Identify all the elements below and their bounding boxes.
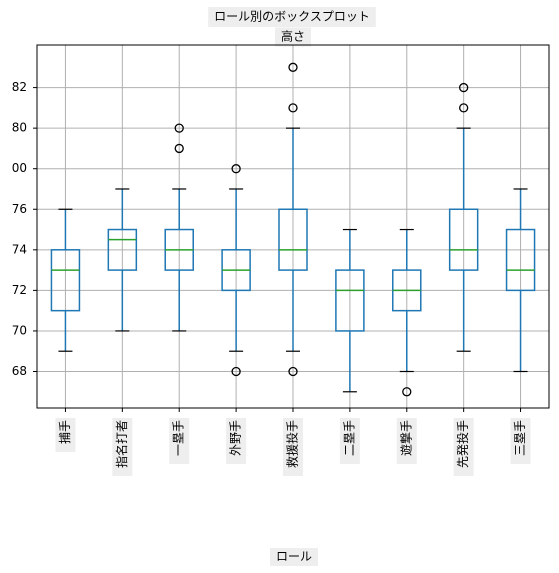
x-tick-label-bg (510, 418, 531, 465)
x-tick-label: 三塁手 (513, 420, 527, 456)
y-tick-label: 74 (12, 242, 27, 256)
flier (174, 143, 184, 154)
x-tick-label-bg (169, 418, 190, 465)
flier (174, 123, 184, 133)
chart-subtitle-bg (274, 27, 312, 47)
x-tick-label: 救援投手 (285, 420, 300, 468)
flier (459, 103, 469, 113)
x-tick-label: 先発投手 (455, 420, 470, 468)
box (335, 269, 365, 332)
y-tick-label: 82 (12, 80, 27, 94)
x-tick-label-bg (396, 418, 417, 465)
x-axis-label-bg (269, 548, 319, 566)
flier (231, 366, 241, 377)
x-tick-label: 一塁手 (172, 420, 186, 456)
x-tick-label: 指名打者 (114, 420, 129, 468)
x-axis-label: ロール (276, 550, 312, 564)
flier (288, 103, 298, 113)
x-tick-group: 二塁手 (339, 418, 360, 465)
x-tick-label-bg (339, 418, 360, 465)
x-tick-label-bg (226, 418, 247, 465)
y-tick-label: 72 (12, 283, 27, 297)
x-tick-label: 捕手 (57, 420, 72, 444)
chart-title: ロール別のボックスプロット (214, 10, 370, 24)
box (50, 249, 81, 312)
x-tick-group: 先発投手 (453, 418, 474, 477)
box (107, 228, 138, 271)
flier (288, 366, 298, 377)
y-tick-label: 68 (12, 364, 27, 378)
chart-subtitle: 高さ (281, 29, 305, 44)
x-tick-group: 三塁手 (510, 418, 531, 465)
x-tick-label: 外野手 (229, 420, 243, 456)
flier (288, 62, 298, 72)
x-tick-label-bg (453, 418, 474, 477)
x-tick-group: 指名打者 (112, 418, 133, 477)
x-tick-group: 捕手 (55, 418, 76, 453)
x-tick-label-bg (283, 418, 303, 477)
box (505, 228, 536, 292)
flier (231, 164, 241, 174)
flier (459, 82, 469, 93)
x-tick-label-bg (112, 418, 133, 477)
chart-title-bg (208, 7, 376, 27)
y-tick-label: 00 (12, 161, 27, 175)
x-tick-label: 遊撃手 (398, 420, 413, 456)
y-tick-label: 76 (12, 202, 27, 216)
y-tick-label: 80 (12, 121, 27, 135)
plot-frame (36, 44, 550, 409)
x-tick-group: 一塁手 (169, 418, 190, 465)
flier (402, 387, 412, 397)
y-tick-label: 70 (12, 323, 27, 337)
box (448, 208, 479, 271)
x-tick-group: 遊撃手 (396, 418, 417, 465)
x-tick-label-bg (55, 418, 76, 453)
box (278, 208, 308, 271)
x-tick-label: 二塁手 (342, 420, 356, 456)
x-tick-group: 外野手 (226, 418, 247, 465)
x-tick-group: 救援投手 (283, 418, 303, 477)
